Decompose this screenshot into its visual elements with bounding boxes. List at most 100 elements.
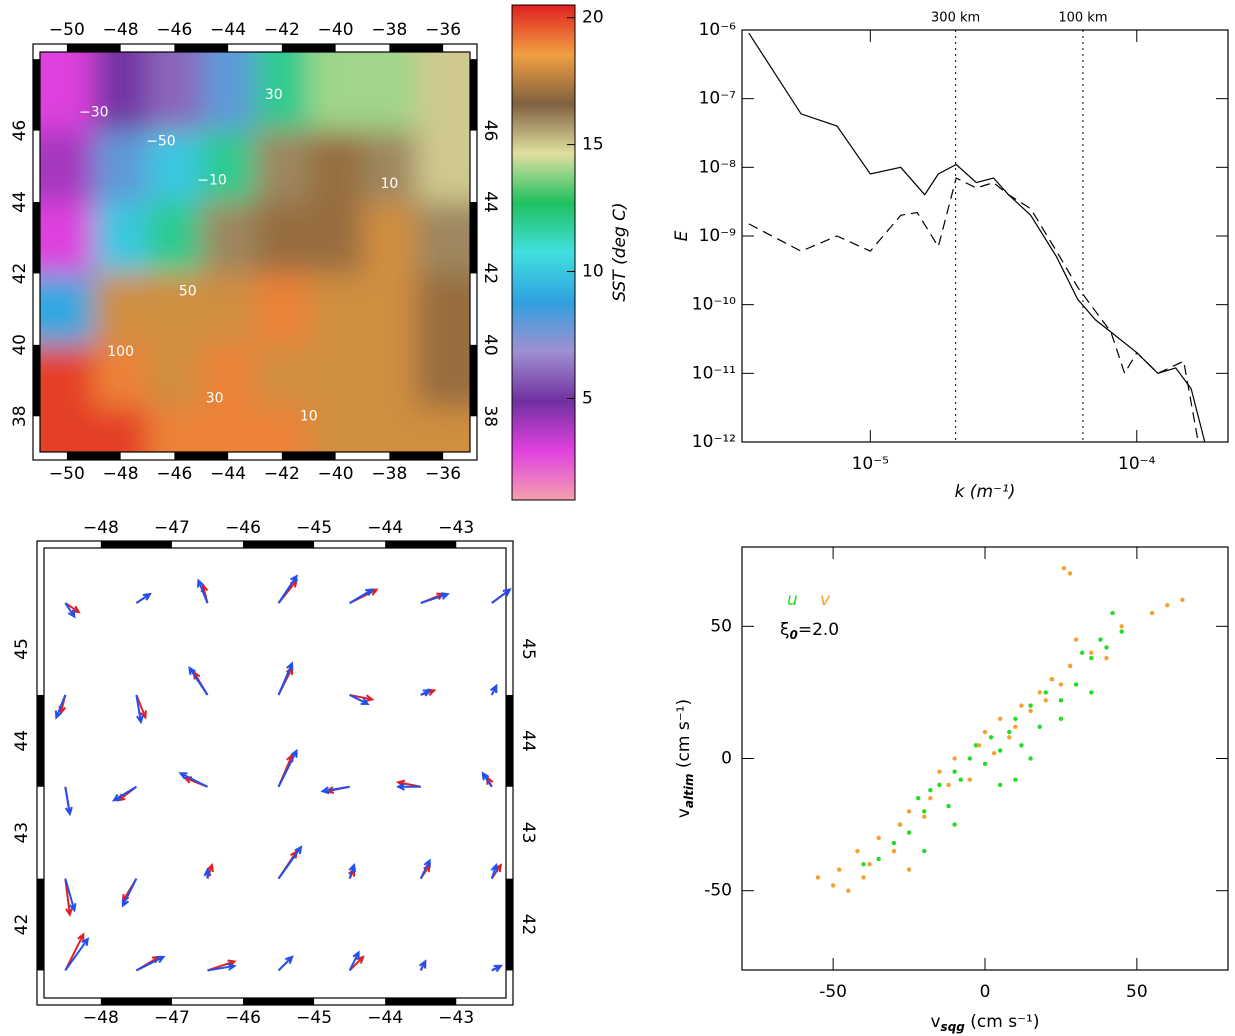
frame-bar	[66, 44, 121, 52]
sst-cell	[362, 344, 418, 409]
sst-cell	[147, 344, 203, 409]
y-tick-label: 45	[12, 638, 32, 660]
frame-bar	[506, 694, 513, 787]
scatter-point	[1067, 663, 1073, 669]
frame-bar	[33, 59, 40, 131]
velocity-arrow	[490, 683, 498, 696]
scatter-point	[976, 743, 982, 748]
sst-cell	[308, 130, 364, 203]
frame-bar	[37, 694, 44, 787]
sst-cell	[147, 202, 203, 275]
sst-cell	[201, 52, 256, 132]
sst-cell	[201, 130, 256, 203]
map-frame	[43, 547, 507, 999]
frame-bar	[506, 878, 513, 971]
velocity-arrow	[491, 964, 503, 973]
x-tick-label: −44	[367, 518, 403, 538]
scatter-point	[1180, 597, 1185, 603]
colorbar-tick-label: 20	[582, 8, 604, 28]
velocity-arrow	[135, 694, 144, 725]
label-sub: sqg	[941, 1020, 966, 1034]
sst-cell	[201, 273, 256, 346]
sst-cell	[308, 202, 364, 275]
spectrum-line	[748, 32, 1206, 443]
scatter-point	[1037, 690, 1042, 695]
x-tick-label: −48	[103, 464, 139, 484]
contour-label: 10	[300, 408, 318, 424]
scatter-point	[952, 756, 957, 761]
y-tick-label: 44	[10, 191, 30, 213]
y-tick-label: 10⁻¹⁰	[692, 295, 736, 315]
velocity-arrow	[348, 862, 357, 879]
scatter-point	[1080, 650, 1085, 655]
frame-bar	[470, 59, 477, 131]
label-sub: altim	[682, 773, 696, 808]
x-tick-label: −45	[296, 518, 332, 538]
frame-bar	[100, 998, 172, 1005]
sst-cell	[93, 202, 149, 275]
scatter-point	[1098, 637, 1103, 642]
scatter-point	[952, 769, 957, 774]
scatter-point	[906, 867, 912, 872]
sst-field	[40, 52, 470, 452]
scatter-point	[997, 716, 1003, 722]
label-main: v	[930, 1012, 940, 1032]
frame-bar	[100, 541, 172, 548]
sst-cell	[416, 407, 470, 452]
y-tick-label: 42	[10, 263, 30, 285]
sst-cell	[255, 407, 310, 452]
x-tick-label: −36	[425, 464, 461, 484]
sst-cell	[416, 273, 470, 346]
scatter-point	[1028, 708, 1033, 714]
sst-cell	[308, 344, 364, 409]
sst-cell	[308, 52, 364, 132]
x-tick-label: −44	[210, 464, 246, 484]
velocity-arrow	[178, 772, 208, 788]
scatter-point	[952, 822, 957, 827]
velocity-arrow	[277, 748, 298, 788]
scatter-point	[1019, 743, 1024, 748]
scatter-point	[861, 862, 866, 867]
scale-label: 100 km	[1058, 11, 1107, 26]
scatter-point	[1104, 645, 1109, 650]
scatter-point	[830, 883, 836, 888]
velocity-arrow	[277, 661, 294, 696]
velocity-arrow	[135, 592, 152, 604]
frame-bar	[470, 344, 477, 417]
x-tick-label: 50	[1126, 982, 1148, 1002]
frame-bar	[174, 44, 229, 52]
sst-cell	[308, 273, 364, 346]
velocity-arrow	[491, 588, 512, 604]
sst-cell	[40, 273, 95, 346]
velocity-arrow	[54, 694, 67, 720]
velocity-arrow	[348, 950, 360, 971]
velocity-arrow	[420, 689, 432, 697]
velocity-arrow	[481, 771, 493, 788]
x-tick-label: −38	[371, 20, 407, 40]
annotation: ξ0=2.0	[780, 620, 839, 642]
sst-cell	[93, 130, 149, 203]
velocity-arrow	[349, 693, 375, 703]
y-tick-label: 38	[10, 405, 30, 427]
scatter-point	[1049, 676, 1055, 682]
frame-bar	[389, 44, 444, 52]
sst-cells	[40, 52, 470, 452]
sst-cell	[40, 407, 95, 452]
scatter-point	[876, 856, 881, 862]
velocity-arrow	[64, 786, 73, 817]
contour-label: −30	[79, 105, 109, 121]
scatter-point	[1061, 565, 1067, 571]
scatter-point	[1089, 690, 1094, 695]
frame-bar	[389, 452, 444, 460]
x-tick-label: −50	[49, 464, 85, 484]
contour-label: −50	[146, 133, 176, 149]
scatter-point	[1019, 703, 1024, 708]
velocity-arrow	[188, 666, 209, 696]
colorbar-tick-label: 15	[582, 135, 604, 155]
scatter-point	[997, 782, 1003, 788]
scatter-point	[958, 777, 963, 782]
velocity-arrow	[121, 878, 138, 908]
y-tick-label: 44	[480, 191, 500, 213]
scatter-point	[928, 795, 933, 801]
label-main: v	[674, 808, 694, 818]
